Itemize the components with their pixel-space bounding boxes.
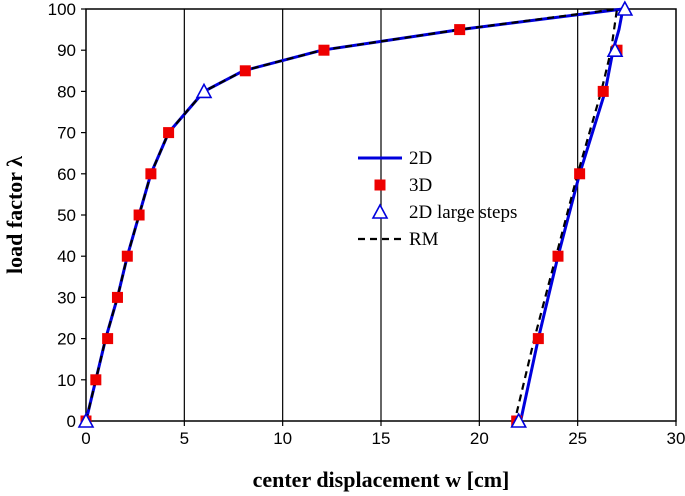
legend-swatch <box>371 203 389 219</box>
data-point <box>552 250 564 262</box>
x-tick-label: 30 <box>667 429 685 448</box>
data-point <box>454 24 466 36</box>
x-tick-label: 5 <box>180 429 189 448</box>
y-tick-label: 70 <box>57 124 76 143</box>
series-rm <box>84 7 619 422</box>
y-tick-label: 100 <box>48 0 76 19</box>
x-tick-label: 15 <box>372 429 391 448</box>
series-2d <box>84 7 625 422</box>
y-tick-label: 90 <box>57 41 76 60</box>
y-tick-label: 30 <box>57 288 76 307</box>
data-point <box>510 412 528 428</box>
data-point <box>163 127 175 139</box>
y-tick-label: 80 <box>57 82 76 101</box>
data-point <box>195 82 213 99</box>
y-tick-label: 50 <box>57 206 76 225</box>
legend-label: 3D <box>409 175 432 196</box>
series-line <box>84 7 619 422</box>
data-point <box>318 44 330 56</box>
y-tick-label: 60 <box>57 165 76 184</box>
y-tick-label: 10 <box>57 371 76 390</box>
data-point <box>133 209 145 221</box>
legend: 2D 3D 2D large steps RM <box>358 148 517 250</box>
data-point <box>616 0 634 16</box>
x-tick-label: 25 <box>568 429 587 448</box>
ticks: 0 5 10 15 20 25 30 0 10 20 30 40 50 60 70 80 90 100 <box>48 0 685 448</box>
x-axis-title: center displacement w [cm] <box>253 467 510 492</box>
data-point <box>145 168 157 180</box>
x-tick-label: 0 <box>81 429 90 448</box>
legend-label: 2D large steps <box>409 202 517 223</box>
series-2d-large-steps <box>77 0 634 428</box>
data-point <box>77 412 95 428</box>
y-tick-label: 20 <box>57 330 76 349</box>
x-tick-label: 10 <box>273 429 292 448</box>
x-tick-label: 20 <box>470 429 489 448</box>
data-point <box>121 250 133 262</box>
y-tick-label: 0 <box>67 412 76 431</box>
data-point <box>606 41 624 58</box>
data-point <box>239 65 251 77</box>
series-line <box>84 7 625 422</box>
data-point <box>574 168 586 180</box>
y-tick-label: 40 <box>57 247 76 266</box>
legend-swatch <box>374 179 386 191</box>
series-3d <box>80 24 623 427</box>
data-point <box>90 374 102 386</box>
data-point <box>111 291 123 303</box>
legend-label: RM <box>409 229 439 250</box>
y-axis-title: load factor λ <box>2 156 27 274</box>
data-point <box>532 333 544 345</box>
data-point <box>597 85 609 97</box>
data-point <box>102 333 114 345</box>
legend-label: 2D <box>409 148 432 169</box>
series-layer <box>77 0 634 428</box>
